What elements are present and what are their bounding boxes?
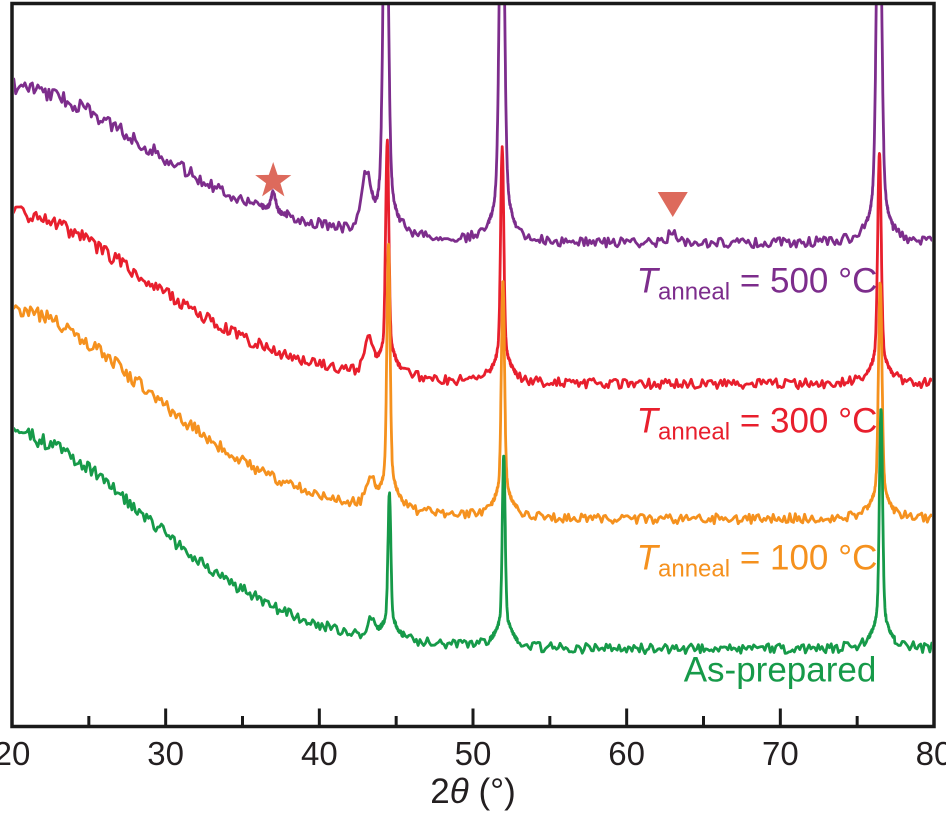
x-tick-label-20: 20 <box>0 735 31 772</box>
x-tick-label-60: 60 <box>608 735 646 772</box>
x-axis-title: 2θ (°) <box>430 772 516 812</box>
temperature-symbol: T <box>636 261 659 301</box>
temperature-symbol: T <box>636 538 659 578</box>
x-tick-label-70: 70 <box>761 735 799 772</box>
as-prepared-text: As-prepared <box>683 650 877 690</box>
series-label-100C: Tanneal = 100 °C <box>637 539 878 584</box>
x-tick-label-40: 40 <box>300 735 338 772</box>
anneal-subscript: anneal <box>658 555 731 583</box>
anneal-subscript: anneal <box>658 278 731 306</box>
xrd-curve-tanneal-500-c <box>14 4 932 249</box>
xrd-curve-tanneal-300-c <box>14 138 932 390</box>
series-label-300C: Tanneal = 300 °C <box>637 402 878 447</box>
series-label-as-prepared: As-prepared <box>684 651 877 696</box>
plot-frame <box>10 1 936 729</box>
series-label-500C: Tanneal = 500 °C <box>637 262 878 307</box>
anneal-subscript: anneal <box>658 418 731 446</box>
temperature-symbol: T <box>636 401 659 441</box>
star-marker-icon <box>255 162 292 197</box>
x-axis-title-prefix: 2 <box>430 772 450 811</box>
x-axis-title-unit: (°) <box>468 772 516 811</box>
temperature-value: = 100 °C <box>730 538 878 578</box>
x-tick-label-30: 30 <box>147 735 185 772</box>
temperature-value: = 300 °C <box>730 401 878 441</box>
theta-symbol: θ <box>449 772 469 811</box>
xrd-curve-tanneal-100-c <box>14 242 932 526</box>
triangle-down-marker-icon <box>657 192 688 217</box>
x-tick-label-80: 80 <box>915 735 946 772</box>
xrd-curve-as-prepared <box>14 408 932 655</box>
x-tick-label-50: 50 <box>454 735 492 772</box>
temperature-value: = 500 °C <box>730 261 878 301</box>
